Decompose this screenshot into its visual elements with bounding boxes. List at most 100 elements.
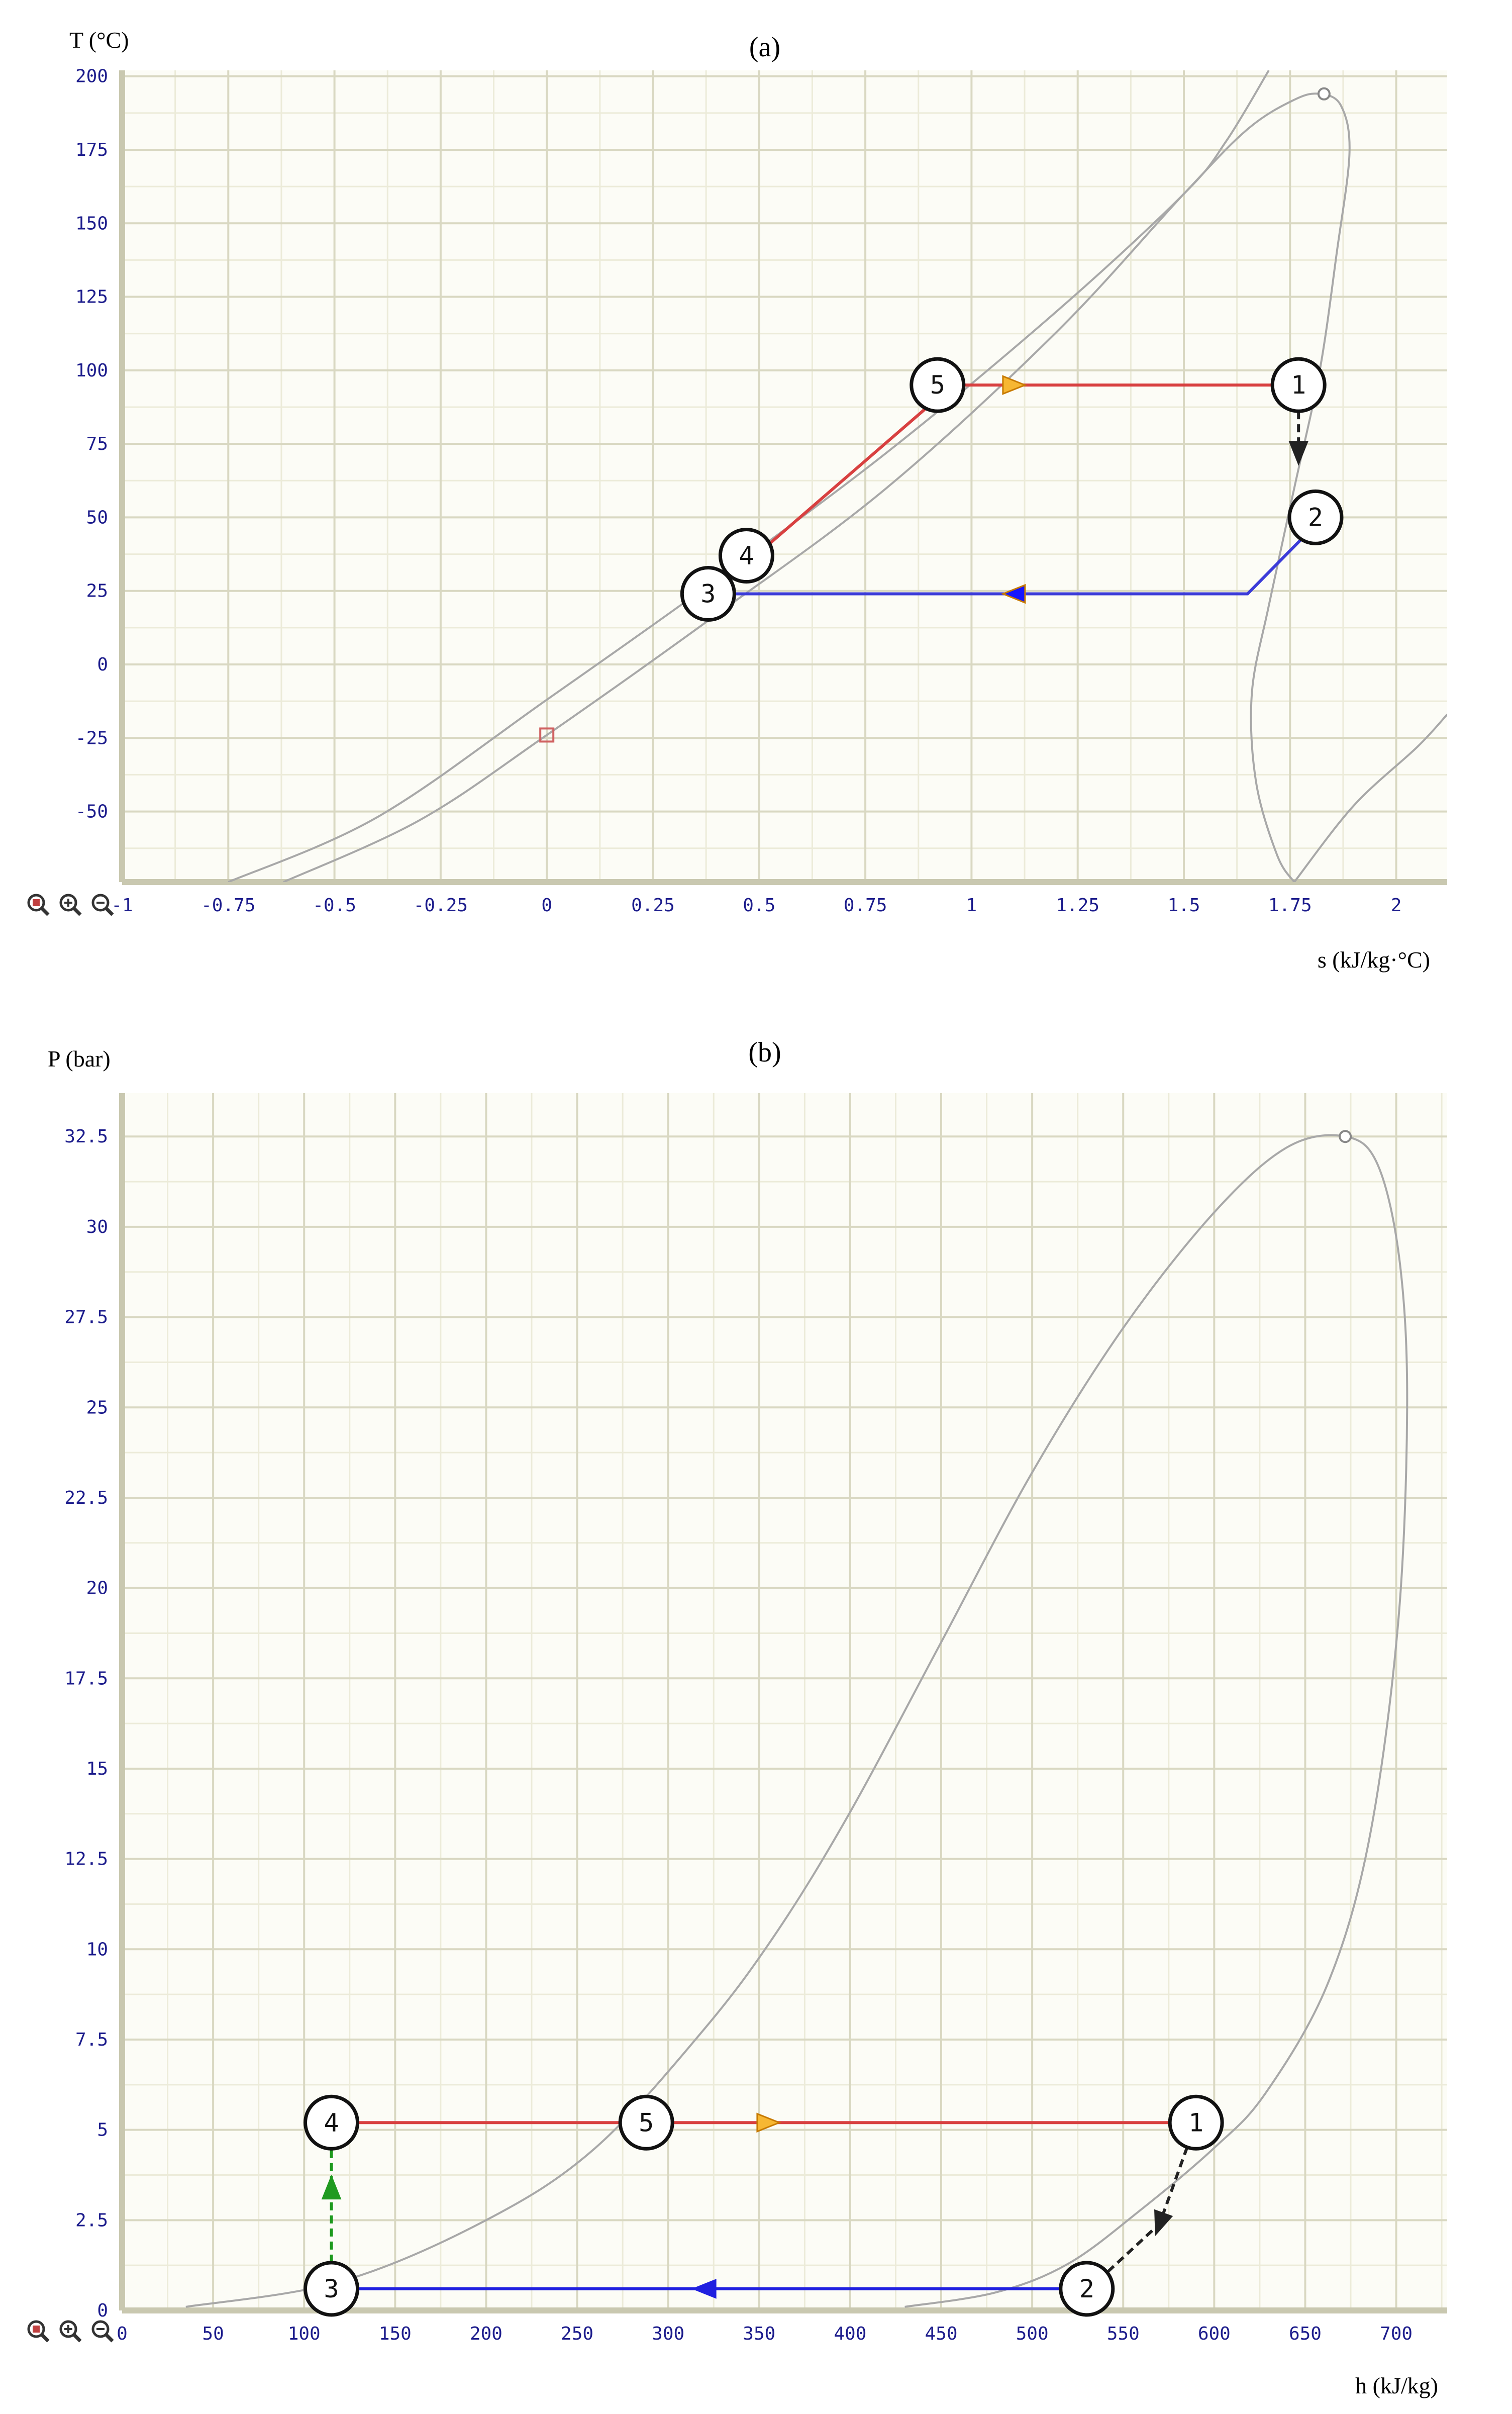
panel-b-state-label: 5 bbox=[639, 2108, 654, 2137]
panel-a-saturation-curve bbox=[283, 92, 1351, 882]
panel-a-process-arrow bbox=[1000, 584, 1026, 604]
panel-b-x-tick-label: 250 bbox=[561, 2324, 593, 2344]
panel-a-y-tick-label: 125 bbox=[75, 287, 108, 308]
panel-b-cycle-process bbox=[1103, 2122, 1197, 2276]
panel-a-state-circle bbox=[910, 357, 966, 413]
panel-a-major-grid bbox=[121, 70, 1447, 882]
panel-a-y-tick-label: 0 bbox=[97, 654, 108, 675]
panel-b-y-tick-label: 0 bbox=[97, 2300, 108, 2321]
panel-a-process-line bbox=[717, 528, 1313, 596]
panel-a-state-circle bbox=[1287, 489, 1344, 545]
panel-a-y-tick-label: 25 bbox=[86, 581, 108, 602]
panel-a-state-point-5: 5 bbox=[910, 357, 966, 413]
panel-b-x-tick-label: 50 bbox=[202, 2324, 224, 2344]
panel-b-y-tick-label: 27.5 bbox=[64, 1307, 108, 1328]
panel-b-y-tick-label: 20 bbox=[86, 1578, 108, 1599]
panel-a-x-axis-title: s (kJ/kg·°C) bbox=[1318, 947, 1430, 973]
panel-a-y-axis-title: T (°C) bbox=[69, 27, 129, 53]
panel-b-x-tick-label: 500 bbox=[1016, 2324, 1049, 2344]
panel-a-state-label: 2 bbox=[1308, 503, 1323, 532]
panel-a-state-label: 1 bbox=[1291, 370, 1306, 400]
panel-b-zoom-reset-icon[interactable] bbox=[27, 2320, 50, 2343]
panel-b-x-tick-label: 400 bbox=[834, 2324, 866, 2344]
panel-a-y-tick-label: -50 bbox=[75, 802, 108, 822]
panel-a-label: (a) bbox=[749, 32, 780, 63]
panel-b-state-label: 3 bbox=[324, 2274, 339, 2303]
panel-b-critical-point bbox=[1339, 1130, 1352, 1143]
panel-a-zoom-fit-icon[interactable] bbox=[91, 894, 114, 916]
panel-b-x-tick-label: 350 bbox=[743, 2324, 775, 2344]
panel-b-zoom-fit-icon-handle bbox=[104, 2333, 114, 2343]
panel-b-x-tick-label: 600 bbox=[1198, 2324, 1231, 2344]
panel-a-zoom-in-icon-handle bbox=[72, 906, 82, 916]
panel-b-cycle-process bbox=[331, 2279, 1087, 2299]
panel-b-process-arrow bbox=[691, 2279, 717, 2299]
panel-a-state-point-1: 1 bbox=[1270, 357, 1327, 413]
panel-b-zoom-in-icon-handle bbox=[72, 2333, 82, 2343]
panel-b-state-point-2: 2 bbox=[1059, 2261, 1115, 2317]
panel-b-zoom-fit-icon[interactable] bbox=[91, 2320, 114, 2343]
panel-b-x-tick-label: 150 bbox=[379, 2324, 412, 2344]
panel-b-zoom-controls[interactable] bbox=[27, 2320, 114, 2343]
panel-a-state-circle bbox=[680, 566, 736, 622]
panel-b-y-tick-label: 30 bbox=[86, 1217, 108, 1237]
panel-a-saturation-curve bbox=[1293, 714, 1447, 882]
panel-a-zoom-reset-icon[interactable] bbox=[27, 894, 50, 916]
panel-a-process-arrow bbox=[1002, 375, 1027, 395]
panel-a-ts-diagram: (a) T (°C) s (kJ/kg·°C) -1 -0.75 -0.5 -0.25… bbox=[27, 27, 1447, 973]
panel-b-zoom-reset-icon-mark bbox=[33, 2326, 40, 2333]
panel-b-y-tick-label: 12.5 bbox=[64, 1849, 108, 1870]
panel-a-y-tick-label: -25 bbox=[75, 728, 108, 748]
panel-a-state-circle bbox=[718, 527, 774, 584]
panel-a-state-label: 3 bbox=[700, 580, 716, 609]
panel-b-x-tick-label: 650 bbox=[1289, 2324, 1322, 2344]
panel-a-zoom-controls[interactable] bbox=[27, 894, 114, 916]
panel-a-x-tick-label: 0 bbox=[541, 895, 552, 916]
panel-b-x-tick-label: 0 bbox=[117, 2324, 128, 2344]
panel-a-y-tick-label: 50 bbox=[86, 507, 108, 528]
panel-a-y-tick-label: 75 bbox=[86, 434, 108, 454]
panel-b-y-tick-label: 5 bbox=[97, 2120, 108, 2141]
panel-a-reference-marker bbox=[539, 727, 555, 743]
panel-a-x-tick-label: 1.75 bbox=[1268, 895, 1312, 916]
panel-a-y-tick-label: 150 bbox=[75, 213, 108, 234]
panel-a-x-tick-label: 1.5 bbox=[1167, 895, 1200, 916]
panel-b-y-tick-label: 10 bbox=[86, 1939, 108, 1960]
panel-b-y-tick-label: 7.5 bbox=[75, 2030, 108, 2050]
panel-a-x-tick-label: 0.25 bbox=[631, 895, 675, 916]
panel-b-x-tick-label: 450 bbox=[925, 2324, 957, 2344]
panel-a-zoom-reset-icon-handle bbox=[40, 906, 50, 916]
panel-b-y-tick-label: 32.5 bbox=[64, 1126, 108, 1147]
panel-b-saturation-curve bbox=[185, 1134, 1408, 2308]
panel-a-x-tick-label: 0.5 bbox=[743, 895, 775, 916]
panel-a-state-point-4: 4 bbox=[718, 527, 774, 584]
panel-b-zoom-in-icon[interactable] bbox=[59, 2320, 82, 2343]
panel-b-y-tick-label: 22.5 bbox=[64, 1488, 108, 1508]
panel-b-y-axis-title: P (bar) bbox=[48, 1046, 111, 1072]
panel-b-state-circle bbox=[304, 2094, 360, 2151]
panel-b-state-label: 1 bbox=[1188, 2108, 1203, 2137]
panel-a-x-tick-label: -0.25 bbox=[414, 895, 468, 916]
panel-a-cycle-process bbox=[1288, 385, 1308, 466]
panel-b-state-point-5: 5 bbox=[618, 2094, 674, 2151]
panel-b-state-circle bbox=[618, 2094, 674, 2151]
panel-b-plot-area: 0 50 100 150 200 250 300 350 400 450 500 550 600 650 7… bbox=[64, 1093, 1447, 2344]
panel-b-label: (b) bbox=[748, 1037, 781, 1068]
panel-a-zoom-fit-icon-handle bbox=[104, 906, 114, 916]
panel-a-zoom-in-icon[interactable] bbox=[59, 894, 82, 916]
panel-b-y-tick-label: 2.5 bbox=[75, 2210, 108, 2231]
panel-a-y-tick-label: 200 bbox=[75, 66, 108, 87]
panel-a-x-tick-label: -1 bbox=[111, 895, 133, 916]
panel-a-x-tick-label: 0.75 bbox=[844, 895, 887, 916]
panel-a-state-label: 5 bbox=[930, 370, 945, 400]
panel-b-process-arrow bbox=[756, 2112, 781, 2133]
panel-a-state-circle bbox=[1270, 357, 1327, 413]
panel-b-state-point-1: 1 bbox=[1168, 2094, 1224, 2151]
panel-a-plot-area: -1 -0.75 -0.5 -0.25 0 0.25 0.5 0.75 1 1.25 1.5 1.75… bbox=[75, 66, 1447, 916]
panel-a-state-point-2: 2 bbox=[1287, 489, 1344, 545]
panel-b-x-tick-label: 200 bbox=[470, 2324, 502, 2344]
panel-a-state-label: 4 bbox=[739, 541, 754, 570]
panel-b-x-tick-label: 100 bbox=[288, 2324, 321, 2344]
panel-a-x-tick-label: 1.25 bbox=[1056, 895, 1099, 916]
